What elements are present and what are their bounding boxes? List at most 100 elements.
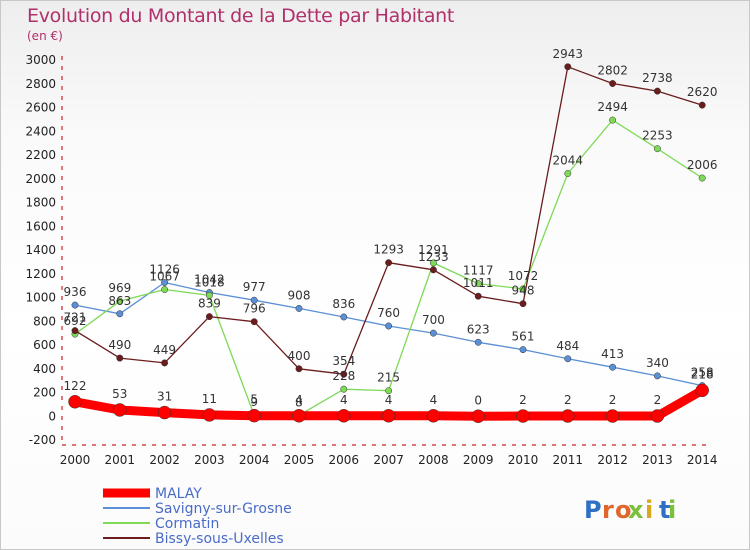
data-label: 1233: [418, 250, 449, 264]
data-point: [474, 338, 482, 346]
x-tick-label: 2000: [60, 453, 91, 467]
data-label: 490: [108, 338, 131, 352]
data-point: [653, 145, 661, 153]
data-label: 2620: [687, 85, 718, 99]
y-tick-label: 400: [33, 362, 56, 376]
x-tick-label: 2013: [642, 453, 673, 467]
data-point: [564, 355, 572, 363]
data-label: 623: [467, 322, 490, 336]
data-point: [653, 87, 661, 95]
logo-letter: o: [615, 496, 632, 524]
data-labels-layer: 122 53 31 11 5 4 4 4 4 0 2 2 2 2 218 936 863 1126 1042 977 9…: [64, 47, 718, 410]
data-point: [116, 297, 124, 305]
data-point: [471, 409, 485, 423]
data-label: 1291: [418, 243, 449, 257]
data-label: 215: [377, 371, 400, 385]
x-tick-label: 2008: [418, 453, 449, 467]
data-label: 839: [198, 297, 221, 311]
data-point: [698, 174, 706, 182]
data-label: 2253: [642, 129, 673, 143]
data-label: 1072: [508, 269, 539, 283]
data-label: 977: [243, 280, 266, 294]
y-tick-label: 2600: [25, 101, 56, 115]
data-point: [116, 310, 124, 318]
data-point: [429, 266, 437, 274]
data-point: [295, 365, 303, 373]
x-tick-label: 2004: [239, 453, 270, 467]
data-label: 413: [601, 347, 624, 361]
data-point: [429, 259, 437, 267]
data-point: [605, 409, 620, 423]
data-point: [202, 408, 217, 422]
y-tick-label: 0: [48, 409, 56, 423]
y-tick-label: 1200: [25, 267, 56, 281]
data-label: 796: [243, 302, 266, 316]
data-label: 2: [609, 393, 617, 407]
data-label: 53: [112, 387, 127, 401]
data-label: 760: [377, 306, 400, 320]
data-point: [609, 80, 617, 87]
x-tick-label: 2003: [194, 453, 225, 467]
legend-label: MALAY: [155, 486, 202, 502]
logo-letter: P: [584, 496, 602, 524]
data-point: [561, 409, 575, 423]
data-point: [564, 170, 572, 177]
legend-label: Cormatin: [155, 516, 219, 532]
data-label: 11: [202, 392, 217, 406]
data-point: [385, 322, 393, 330]
data-label: 258: [691, 366, 714, 380]
data-label: 2802: [597, 64, 628, 78]
data-label: 122: [64, 379, 87, 393]
data-point: [68, 395, 82, 409]
data-point: [205, 291, 213, 299]
data-label: 863: [108, 294, 131, 308]
data-point: [385, 387, 393, 395]
data-label: 1018: [194, 275, 225, 289]
data-label: 5: [250, 393, 258, 407]
logo-letter: i: [645, 496, 653, 524]
data-label: 484: [556, 339, 579, 353]
data-label: 4: [385, 393, 393, 407]
x-tick-label: 2005: [284, 453, 315, 467]
data-point: [426, 409, 441, 423]
data-label: 2943: [553, 47, 584, 61]
data-label: 1067: [149, 270, 180, 284]
data-label: 948: [512, 284, 535, 298]
x-tick-label: 2011: [553, 453, 584, 467]
chart-title: Evolution du Montant de la Dette par Hab…: [27, 5, 455, 27]
x-tick-label: 2010: [508, 453, 539, 467]
data-label: 2006: [687, 158, 718, 172]
y-tick-label: 2800: [25, 77, 56, 91]
data-label: 354: [332, 354, 355, 368]
data-label: 561: [512, 330, 535, 344]
legend-label: Savigny-sur-Grosne: [155, 501, 292, 517]
data-label: 228: [332, 369, 355, 383]
data-point: [116, 354, 124, 362]
data-label: 2: [519, 393, 527, 407]
data-point: [653, 372, 661, 380]
data-label: 9: [250, 395, 258, 409]
y-tick-label: 200: [33, 386, 56, 400]
data-point: [519, 300, 527, 308]
data-point: [161, 279, 169, 286]
data-label: 836: [332, 297, 355, 311]
data-label: 1293: [373, 243, 404, 257]
data-point: [516, 409, 530, 423]
x-tick-label: 2014: [687, 453, 718, 467]
data-label: 8: [295, 395, 303, 409]
data-point: [250, 296, 258, 304]
y-tick-label: 600: [33, 338, 56, 352]
y-tick-label: 2200: [25, 148, 56, 162]
data-label: 2: [654, 393, 662, 407]
data-label: 31: [157, 390, 172, 404]
legend-label: Bissy-sous-Uxelles: [155, 531, 284, 547]
y-tick-label: 3000: [25, 53, 56, 67]
logo-letter: r: [602, 496, 614, 524]
y-tick-label: 1800: [25, 196, 56, 210]
logo-letter: t: [659, 496, 670, 524]
logo-letter: i: [668, 496, 676, 524]
y-tick-label: 1600: [25, 219, 56, 233]
data-point: [295, 304, 303, 312]
